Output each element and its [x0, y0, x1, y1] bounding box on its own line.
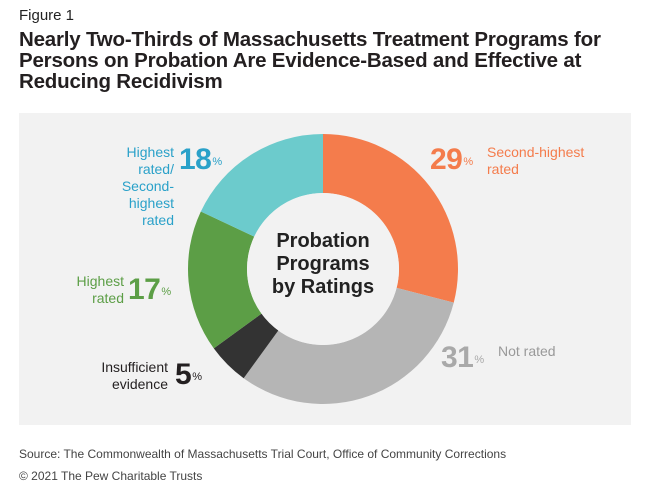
pct-value: 31: [441, 341, 474, 374]
slice-label-line: Highest: [76, 273, 124, 289]
slice-label-highest: Highest rated: [70, 273, 124, 307]
donut-slice-18: [200, 134, 323, 237]
figure-label: Figure 1: [19, 7, 75, 24]
donut-hole: [247, 193, 399, 345]
slice-label-line: Second-highest: [487, 144, 585, 160]
slice-label-line: Insufficient: [101, 359, 168, 375]
slice-label-line: rated: [487, 161, 519, 177]
slice-label-line: rated: [142, 212, 174, 228]
center-label-line-3: by Ratings: [271, 276, 375, 298]
donut-slice-29: [323, 134, 458, 303]
slice-label-second-highest: Second-highest rated: [487, 144, 584, 178]
source-note: Source: The Commonwealth of Massachusett…: [19, 447, 507, 461]
pct-symbol: %: [161, 286, 171, 298]
slice-pct-5: 5%: [175, 358, 202, 391]
pct-symbol: %: [212, 156, 222, 168]
slice-label-highest-second-highest: Highest rated/ Second-highest rated: [88, 144, 174, 229]
slice-label-line: Not rated: [498, 343, 556, 359]
slice-label-not-rated: Not rated: [498, 343, 556, 360]
center-label-line-1: Probation: [276, 230, 370, 252]
pct-symbol: %: [474, 354, 484, 366]
slice-label-line: Highest rated/: [126, 144, 174, 177]
slice-pct-17: 17%: [128, 275, 171, 305]
slice-label-line: evidence: [111, 376, 168, 392]
slice-label-line: rated: [92, 290, 124, 306]
pct-value: 18: [179, 143, 212, 176]
center-label: Probation Programs by Ratings: [248, 230, 398, 299]
slice-label-insufficient: Insufficient evidence: [98, 359, 168, 393]
chart-title: Nearly Two-Thirds of Massachusetts Treat…: [19, 28, 601, 93]
pct-value: 17: [128, 273, 161, 306]
copyright: © 2021 The Pew Charitable Trusts: [19, 469, 203, 483]
donut-slice-31: [243, 287, 454, 404]
pct-value: 5: [175, 358, 192, 391]
slice-pct-31: 31%: [441, 343, 484, 373]
slice-pct-29: 29%: [430, 145, 473, 175]
slice-label-line: Second-highest: [121, 178, 174, 211]
pct-symbol: %: [192, 371, 202, 383]
center-label-line-2: Programs: [276, 253, 370, 275]
pct-value: 29: [430, 143, 463, 176]
donut-slice-17: [187, 211, 262, 349]
pct-symbol: %: [463, 156, 473, 168]
donut-slice-5: [213, 313, 279, 379]
slice-pct-18: 18%: [179, 145, 222, 175]
